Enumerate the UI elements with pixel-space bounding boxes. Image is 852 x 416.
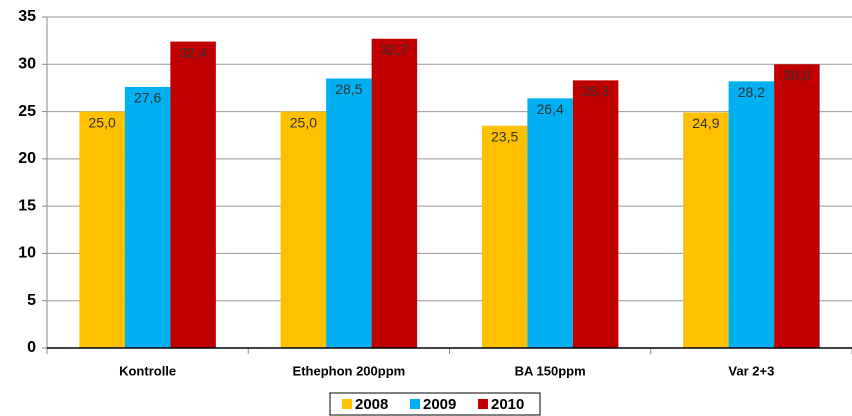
bar (280, 111, 327, 348)
bar (79, 111, 125, 348)
y-tick-label: 15 (18, 197, 36, 214)
legend-box (329, 392, 541, 416)
value-label: 24,9 (692, 115, 719, 131)
bar (774, 64, 820, 349)
legend-label: 2009 (423, 396, 456, 413)
bar (572, 80, 619, 348)
y-tick-label: 30 (18, 56, 36, 73)
bar (527, 98, 573, 349)
bar (124, 86, 171, 349)
bar (728, 81, 775, 349)
legend-swatch (410, 399, 420, 409)
value-label: 27,6 (134, 90, 161, 106)
value-label: 32,4 (180, 44, 207, 60)
y-tick-label: 25 (18, 103, 36, 120)
legend-label: 2010 (491, 396, 524, 413)
y-tick-label: 5 (27, 292, 36, 309)
x-tick-label: Kontrolle (119, 363, 176, 378)
legend-swatch (478, 399, 488, 409)
value-label: 25,0 (89, 114, 116, 130)
value-label: 26,4 (537, 101, 564, 117)
bar (683, 112, 729, 348)
value-label: 30,0 (783, 67, 810, 83)
value-label: 23,5 (491, 128, 518, 144)
value-label: 28,3 (582, 83, 609, 99)
y-tick-label: 0 (27, 339, 36, 356)
bar (170, 41, 216, 349)
y-tick-label: 35 (18, 8, 36, 25)
value-label: 28,5 (335, 81, 362, 97)
bar (371, 38, 418, 348)
x-tick-label: BA 150ppm (515, 363, 586, 378)
legend-label: 2008 (355, 396, 388, 413)
y-tick-label: 10 (18, 245, 36, 262)
value-label: 28,2 (738, 84, 765, 100)
value-label: 25,0 (290, 114, 317, 130)
x-tick-label: Var 2+3 (728, 363, 774, 378)
value-label: 32,7 (381, 41, 408, 57)
bar (326, 78, 372, 348)
bar (481, 125, 528, 348)
x-tick-label: Ethephon 200ppm (293, 363, 406, 378)
y-tick-label: 20 (18, 150, 36, 167)
legend-swatch (342, 399, 352, 409)
